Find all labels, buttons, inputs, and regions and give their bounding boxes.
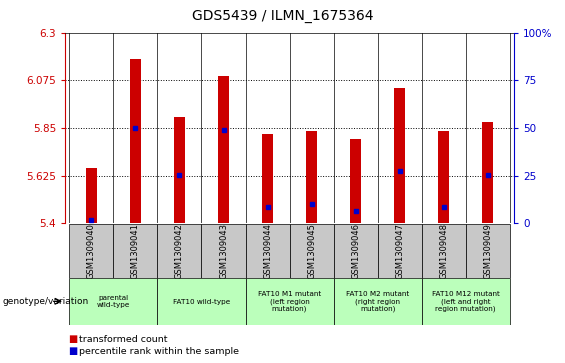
- Text: GSM1309040: GSM1309040: [87, 223, 96, 279]
- Bar: [202, 224, 246, 278]
- Text: ■: ■: [68, 334, 77, 344]
- Bar: [246, 224, 289, 278]
- Bar: [69, 224, 114, 278]
- Bar: [130, 59, 141, 223]
- Bar: [262, 134, 273, 223]
- Text: GSM1309043: GSM1309043: [219, 223, 228, 279]
- Bar: [114, 224, 158, 278]
- Text: transformed count: transformed count: [79, 335, 168, 343]
- Bar: [438, 131, 449, 223]
- Text: FAT10 wild-type: FAT10 wild-type: [173, 299, 230, 305]
- Bar: [394, 88, 405, 223]
- Bar: [377, 224, 421, 278]
- Text: FAT10 M1 mutant
(left region
mutation): FAT10 M1 mutant (left region mutation): [258, 291, 321, 312]
- Bar: [466, 224, 510, 278]
- Text: GSM1309048: GSM1309048: [439, 223, 448, 279]
- Text: percentile rank within the sample: percentile rank within the sample: [79, 347, 239, 355]
- Text: FAT10 M2 mutant
(right region
mutation): FAT10 M2 mutant (right region mutation): [346, 291, 409, 312]
- Bar: [86, 168, 97, 223]
- Bar: [158, 224, 202, 278]
- Text: GSM1309041: GSM1309041: [131, 223, 140, 279]
- Text: GSM1309047: GSM1309047: [395, 223, 404, 279]
- Bar: [421, 224, 466, 278]
- Text: GSM1309046: GSM1309046: [351, 223, 360, 279]
- Bar: [246, 278, 333, 325]
- Text: ■: ■: [68, 346, 77, 356]
- Bar: [333, 278, 421, 325]
- Bar: [350, 139, 361, 223]
- Bar: [69, 278, 158, 325]
- Text: GSM1309042: GSM1309042: [175, 223, 184, 279]
- Text: FAT10 M12 mutant
(left and right
region mutation): FAT10 M12 mutant (left and right region …: [432, 291, 499, 312]
- Bar: [482, 122, 493, 223]
- Bar: [333, 224, 377, 278]
- Text: GSM1309049: GSM1309049: [483, 223, 492, 279]
- Text: genotype/variation: genotype/variation: [3, 297, 89, 306]
- Text: GSM1309044: GSM1309044: [263, 223, 272, 279]
- Bar: [306, 131, 317, 223]
- Bar: [158, 278, 246, 325]
- Bar: [421, 278, 510, 325]
- Bar: [174, 117, 185, 223]
- Bar: [289, 224, 333, 278]
- Text: parental
wild-type: parental wild-type: [97, 295, 130, 308]
- Bar: [218, 76, 229, 223]
- Text: GDS5439 / ILMN_1675364: GDS5439 / ILMN_1675364: [192, 9, 373, 23]
- Text: GSM1309045: GSM1309045: [307, 223, 316, 279]
